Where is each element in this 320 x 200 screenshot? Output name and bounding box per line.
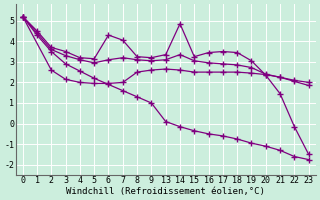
- X-axis label: Windchill (Refroidissement éolien,°C): Windchill (Refroidissement éolien,°C): [66, 187, 265, 196]
